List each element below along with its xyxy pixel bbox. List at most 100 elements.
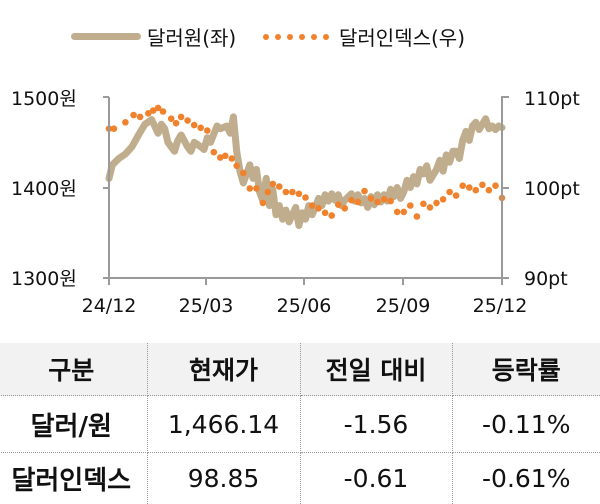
dxy-dot <box>269 180 277 188</box>
dxy-dot <box>485 186 493 194</box>
dxy-dot <box>130 111 137 119</box>
header-change: 전일 대비 <box>300 343 453 396</box>
dxy-dot <box>400 208 408 216</box>
left-tick-1400: 1400원 <box>11 178 77 200</box>
dxy-dot <box>348 196 355 204</box>
dxy-dot <box>315 205 322 212</box>
row-price: 1,466.14 <box>147 395 301 453</box>
dxy-dot <box>380 196 388 203</box>
right-tick-90: 90pt <box>524 268 568 290</box>
dxy-dot <box>240 169 247 177</box>
dxy-dot <box>361 187 368 195</box>
dxy-dot <box>472 186 480 194</box>
left-axis: 1500원 1400원 1300원 <box>11 88 110 290</box>
fx-chart: 1500원 1400원 1300원 110pt 100pt 90pt 24/12… <box>11 88 580 317</box>
dxy-dot <box>154 104 162 112</box>
dxy-dot <box>413 213 421 220</box>
x-tick-2512: 25/12 <box>473 295 528 317</box>
table-row: 달러/원 1,466.14 -1.56 -0.11% <box>0 395 600 453</box>
x-tick-2503: 25/03 <box>179 295 234 317</box>
dxy-dot <box>459 182 467 189</box>
dxy-dot <box>282 188 290 196</box>
dxy-dot <box>321 209 329 217</box>
x-tick-2506: 25/06 <box>277 295 332 317</box>
dxy-dot <box>452 192 460 199</box>
dxy-dot <box>167 115 175 122</box>
dxy-dot <box>197 124 204 132</box>
dxy-dot <box>354 198 362 206</box>
row-change: -1.56 <box>300 395 453 453</box>
row-rate: -0.11% <box>452 395 600 453</box>
row-rate: -0.61% <box>482 464 571 493</box>
dxy-dot <box>246 185 254 192</box>
left-tick-1500: 1500원 <box>11 88 77 110</box>
x-tick-2412: 24/12 <box>82 295 137 317</box>
plot-series <box>105 104 506 229</box>
right-tick-100: 100pt <box>524 178 580 200</box>
dxy-dot <box>466 184 473 191</box>
dxy-dot <box>149 107 157 114</box>
dxy-dot <box>439 196 447 203</box>
table-row: 달러인덱스 98.85 -0.61 -0.61% <box>0 452 600 504</box>
legend-item-usdkrw: 달러원(좌) <box>71 22 236 51</box>
dxy-dot <box>341 205 349 212</box>
dxy-dot <box>172 119 180 127</box>
dxy-dot <box>374 198 381 206</box>
right-axis: 110pt 100pt 90pt <box>501 88 580 290</box>
row-name: 달러인덱스 <box>0 452 148 504</box>
x-tick-2509: 25/09 <box>376 295 431 317</box>
fx-quote-table: 구분 현재가 전일 대비 등락률 달러/원 1,466.14 -1.56 -0.… <box>0 343 600 504</box>
left-tick-1300: 1300원 <box>11 268 77 290</box>
dxy-dot <box>210 148 218 156</box>
dxy-dot <box>446 188 453 196</box>
chart-legend: 달러원(좌) 달러인덱스(우) <box>0 22 600 56</box>
dxy-dot <box>420 200 427 208</box>
table-header-row: 구분 현재가 전일 대비 등락률 <box>0 343 600 396</box>
dxy-dot <box>228 155 236 162</box>
dxy-dot <box>387 197 394 205</box>
row-name: 달러/원 <box>0 395 148 453</box>
row-change: -0.61 <box>300 452 453 504</box>
header-change-rate: 등락률 <box>452 343 600 396</box>
right-tick-110: 110pt <box>524 88 580 110</box>
dxy-dot <box>222 152 229 160</box>
dxy-dot <box>217 154 224 161</box>
dxy-dot <box>253 185 260 192</box>
dxy-dot <box>433 199 440 207</box>
legend-label-dxy: 달러인덱스(우) <box>339 26 466 50</box>
dxy-dot <box>276 183 283 190</box>
dxy-dot <box>190 121 198 129</box>
dxy-dot <box>289 188 296 196</box>
legend-item-dxy: 달러인덱스(우) <box>263 22 465 51</box>
legend-dots-swatch <box>263 33 329 40</box>
header-category: 구분 <box>0 343 148 396</box>
dxy-dot <box>367 195 375 202</box>
dxy-dot <box>233 162 240 170</box>
dxy-dot <box>145 110 152 117</box>
dxy-dot <box>479 181 486 189</box>
header-current-price: 현재가 <box>147 343 301 396</box>
x-axis: 24/12 25/03 25/06 25/09 25/12 <box>82 277 528 317</box>
dxy-dot <box>335 201 342 208</box>
dxy-dot <box>407 202 414 209</box>
legend-line-swatch <box>71 33 141 40</box>
dxy-dot <box>426 204 434 211</box>
dxy-dot <box>308 202 316 209</box>
dxy-dot <box>110 125 118 132</box>
dxy-dot <box>259 199 267 207</box>
dxy-dot <box>122 119 129 126</box>
dxy-dot <box>295 190 303 198</box>
dxy-dot <box>136 113 144 121</box>
usdkrw-line <box>105 113 506 229</box>
row-price: 98.85 <box>147 452 301 504</box>
dxy-dot <box>393 208 401 216</box>
dxy-dot <box>204 127 211 134</box>
legend-label-usdkrw: 달러원(좌) <box>147 26 237 50</box>
dxy-dot <box>264 188 272 196</box>
dxy-dot <box>177 113 185 121</box>
dxy-dot <box>184 117 191 124</box>
dxy-dot <box>492 182 499 189</box>
dxy-dot <box>159 108 167 115</box>
dxy-dot <box>302 194 309 201</box>
dxy-dot <box>328 212 336 219</box>
